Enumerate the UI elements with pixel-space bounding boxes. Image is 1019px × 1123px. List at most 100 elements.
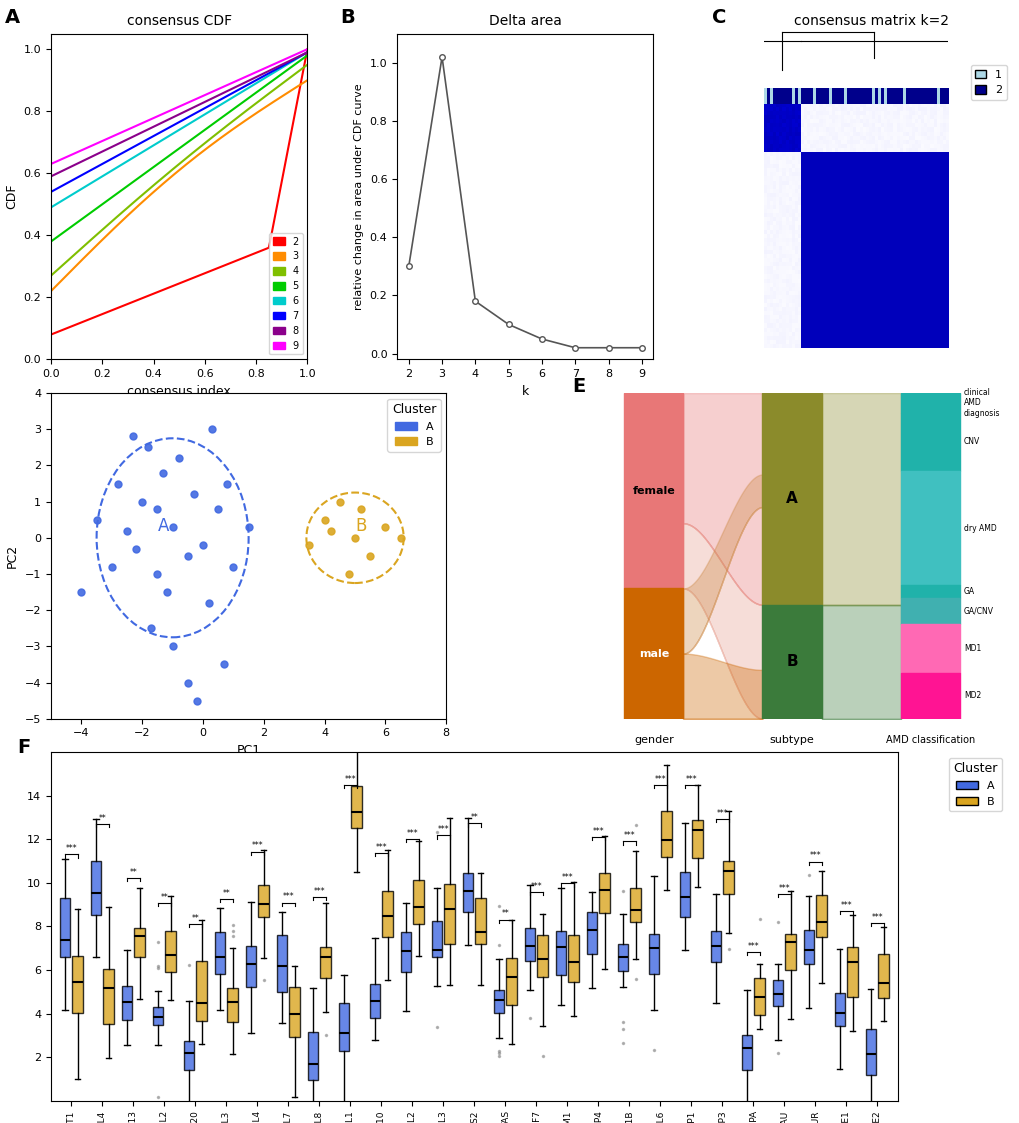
Point <box>164 638 180 656</box>
Text: A: A <box>157 517 168 535</box>
Text: ***: *** <box>777 884 790 893</box>
Point <box>225 558 242 576</box>
PathPatch shape <box>741 1035 751 1070</box>
PathPatch shape <box>660 811 672 857</box>
Point <box>331 493 347 511</box>
Text: A: A <box>5 8 20 27</box>
Text: dry AMD: dry AMD <box>963 523 996 532</box>
Text: ***: *** <box>809 851 820 860</box>
Point <box>201 594 217 612</box>
PathPatch shape <box>834 993 845 1026</box>
PathPatch shape <box>505 958 517 1005</box>
PathPatch shape <box>153 1007 163 1025</box>
Text: F: F <box>17 739 31 758</box>
Point <box>392 529 409 547</box>
Bar <box>900 624 959 673</box>
Point <box>104 558 120 576</box>
Text: gender: gender <box>633 736 673 745</box>
Point <box>219 475 235 493</box>
Point <box>185 485 202 503</box>
Text: A: A <box>786 492 797 506</box>
PathPatch shape <box>60 898 70 958</box>
Point <box>149 500 165 518</box>
Y-axis label: relative change in area under CDF curve: relative change in area under CDF curve <box>354 83 364 310</box>
Text: B: B <box>786 655 797 669</box>
PathPatch shape <box>320 947 330 978</box>
PathPatch shape <box>369 984 380 1017</box>
PathPatch shape <box>308 1032 318 1079</box>
PathPatch shape <box>771 979 783 1006</box>
PathPatch shape <box>630 887 640 922</box>
PathPatch shape <box>135 928 145 957</box>
Point <box>155 464 171 482</box>
Bar <box>900 393 959 412</box>
Point <box>179 547 196 565</box>
Text: ***: *** <box>560 874 573 883</box>
Y-axis label: PC2: PC2 <box>6 544 19 568</box>
PathPatch shape <box>865 1029 875 1076</box>
PathPatch shape <box>568 935 579 982</box>
PathPatch shape <box>877 955 888 998</box>
PathPatch shape <box>276 935 287 992</box>
Title: Delta area: Delta area <box>488 15 561 28</box>
Text: ***: *** <box>654 775 665 784</box>
Text: male: male <box>638 649 668 658</box>
Point <box>195 536 211 554</box>
Point <box>340 565 357 583</box>
Bar <box>900 599 959 624</box>
Text: **: ** <box>501 910 508 919</box>
Point <box>89 511 105 529</box>
PathPatch shape <box>258 885 269 917</box>
PathPatch shape <box>679 873 690 916</box>
X-axis label: consensus index: consensus index <box>127 385 231 398</box>
PathPatch shape <box>352 786 362 828</box>
Point <box>362 547 378 565</box>
Text: ***: *** <box>65 844 77 853</box>
PathPatch shape <box>803 930 813 965</box>
Point <box>204 420 220 438</box>
Point <box>170 449 186 467</box>
Text: clinical
AMD
diagnosis: clinical AMD diagnosis <box>963 387 1000 418</box>
Title: consensus matrix k=2: consensus matrix k=2 <box>793 15 948 28</box>
PathPatch shape <box>91 861 101 914</box>
Text: MD2: MD2 <box>963 692 980 701</box>
PathPatch shape <box>555 931 566 975</box>
Bar <box>624 393 683 588</box>
Point <box>353 500 369 518</box>
PathPatch shape <box>815 895 826 937</box>
PathPatch shape <box>847 947 857 997</box>
Text: ***: *** <box>623 831 635 840</box>
Text: E: E <box>573 377 585 395</box>
Point <box>158 583 174 601</box>
Text: **: ** <box>160 893 168 902</box>
Text: **: ** <box>129 868 138 877</box>
PathPatch shape <box>165 931 176 973</box>
Text: B: B <box>340 8 355 27</box>
Text: **: ** <box>222 888 230 897</box>
Legend: 1, 2: 1, 2 <box>970 65 1006 100</box>
PathPatch shape <box>72 956 83 1013</box>
PathPatch shape <box>785 934 795 970</box>
PathPatch shape <box>692 821 702 858</box>
Point <box>140 438 156 456</box>
Text: **: ** <box>99 813 106 822</box>
PathPatch shape <box>338 1003 348 1051</box>
Bar <box>900 585 959 599</box>
Text: C: C <box>711 8 727 27</box>
PathPatch shape <box>463 874 473 912</box>
PathPatch shape <box>599 873 609 913</box>
Legend: A, B: A, B <box>387 399 440 451</box>
Legend: 2, 3, 4, 5, 6, 7, 8, 9: 2, 3, 4, 5, 6, 7, 8, 9 <box>269 232 303 355</box>
Point <box>316 511 332 529</box>
PathPatch shape <box>537 934 547 977</box>
PathPatch shape <box>586 912 596 955</box>
PathPatch shape <box>197 961 207 1022</box>
Text: subtype: subtype <box>769 736 813 745</box>
Point <box>216 656 232 674</box>
Point <box>127 540 144 558</box>
Point <box>210 500 226 518</box>
PathPatch shape <box>289 987 300 1038</box>
X-axis label: k: k <box>521 385 529 398</box>
Text: GA/CNV: GA/CNV <box>963 606 994 615</box>
Bar <box>762 393 821 604</box>
